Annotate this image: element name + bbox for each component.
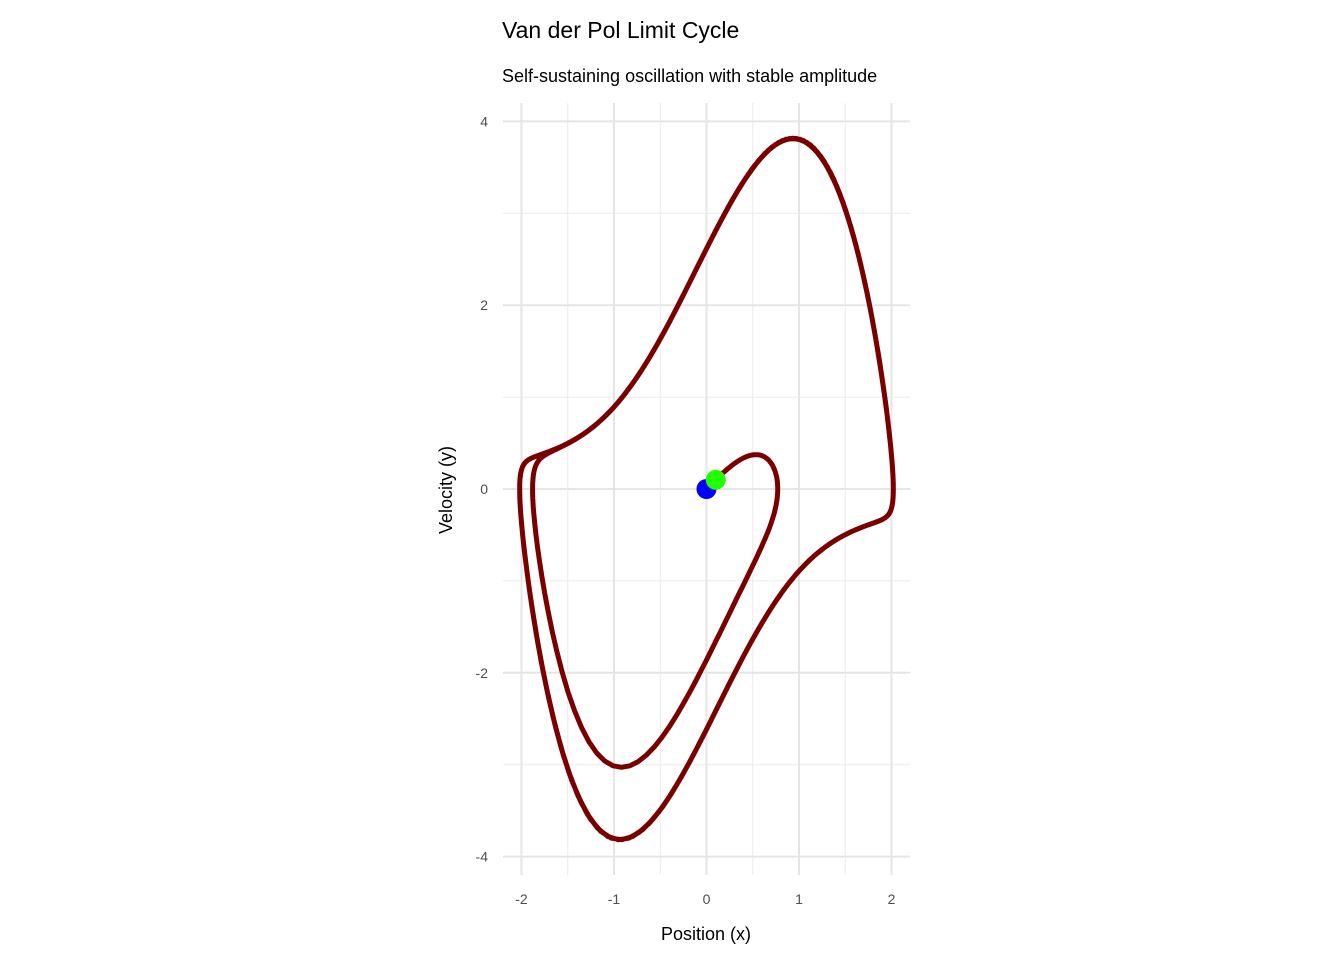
ticks: -2 -1 0 1 2 -4 -2 0 2 4 <box>476 113 896 907</box>
x-tick-label: 2 <box>888 891 896 907</box>
x-tick-label: 0 <box>703 891 711 907</box>
chart-title: Van der Pol Limit Cycle <box>502 17 739 43</box>
y-tick-label: 4 <box>480 113 488 129</box>
y-tick-label: 2 <box>480 297 488 313</box>
chart-subtitle: Self-sustaining oscillation with stable … <box>502 66 877 86</box>
y-tick-label: -4 <box>476 849 489 865</box>
x-tick-label: -2 <box>515 891 528 907</box>
y-tick-label: -2 <box>476 665 489 681</box>
x-tick-label: 1 <box>795 891 803 907</box>
start-point <box>705 469 726 490</box>
x-axis-title: Position (x) <box>661 924 751 944</box>
y-tick-label: 0 <box>480 481 488 497</box>
x-tick-label: -1 <box>608 891 621 907</box>
y-axis-title: Velocity (y) <box>436 446 456 534</box>
trajectory-line <box>517 135 896 843</box>
